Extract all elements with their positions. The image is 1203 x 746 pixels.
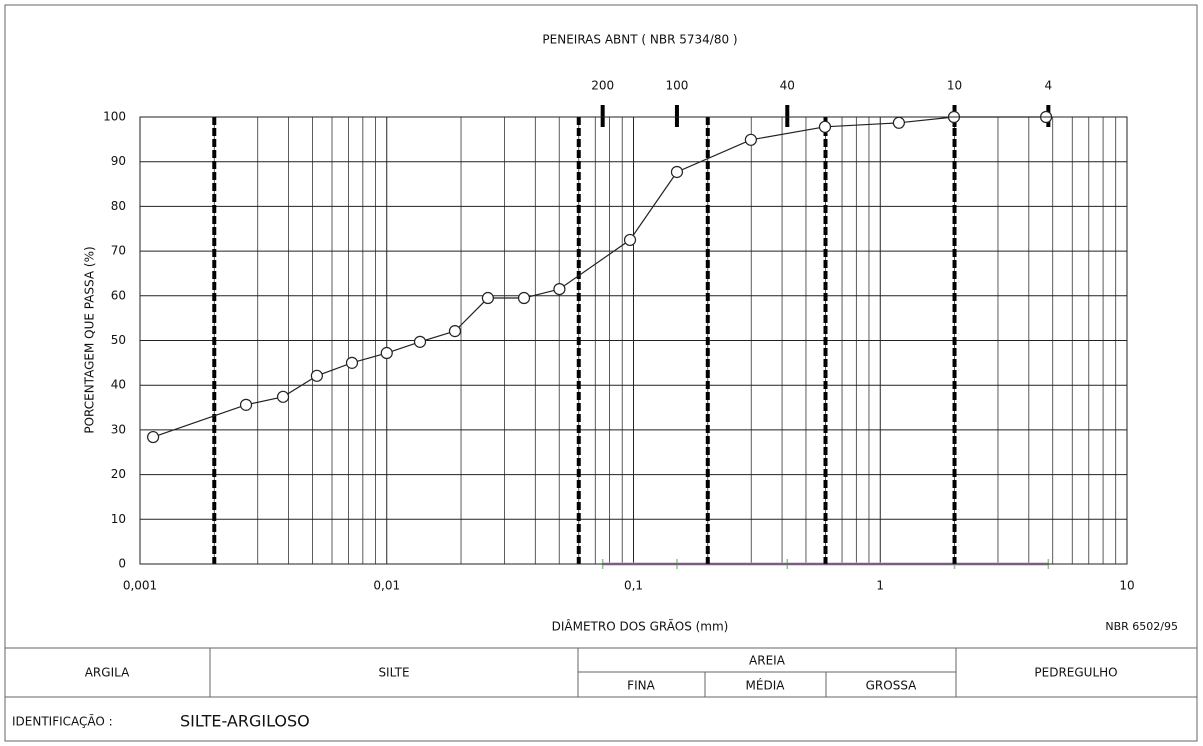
norm-label: NBR 6502/95 bbox=[1105, 620, 1178, 633]
curve bbox=[152, 116, 1047, 438]
sand-medium-cell: MÉDIA bbox=[746, 678, 786, 693]
data-point bbox=[345, 356, 359, 369]
y-tick-label: 60 bbox=[111, 288, 126, 302]
data-point bbox=[818, 120, 832, 133]
sand-fine-cell: FINA bbox=[627, 679, 655, 693]
data-point bbox=[744, 133, 757, 146]
y-tick-label: 90 bbox=[111, 154, 126, 168]
data-point bbox=[413, 335, 427, 348]
data-point bbox=[670, 165, 684, 179]
data-point bbox=[310, 369, 323, 382]
x-tick-label: 0,01 bbox=[373, 579, 400, 593]
sieve-label: 40 bbox=[780, 79, 795, 93]
frame bbox=[4, 4, 1198, 742]
data-point bbox=[146, 430, 160, 444]
gravel-cell: PEDREGULHO bbox=[1034, 666, 1117, 680]
x-tick-label: 0,1 bbox=[624, 579, 643, 593]
sieve-label: 200 bbox=[591, 79, 614, 93]
y-axis-label: PORCENTAGEM QUE PASSA (%) bbox=[83, 246, 97, 433]
x-tick-label: 0,001 bbox=[123, 579, 157, 593]
sand-coarse-cell: GROSSA bbox=[866, 679, 918, 693]
y-tick-label: 80 bbox=[111, 199, 126, 213]
data-point bbox=[239, 398, 253, 411]
sieve-label: 100 bbox=[665, 79, 688, 93]
x-axis-label: DIÂMETRO DOS GRÃOS (mm) bbox=[552, 619, 729, 634]
data-point bbox=[380, 346, 393, 360]
data-point bbox=[481, 291, 495, 305]
x-tick-label: 1 bbox=[876, 579, 884, 593]
y-tick-label: 20 bbox=[111, 467, 126, 481]
sieve-label: 4 bbox=[1045, 79, 1053, 93]
y-tick-label: 100 bbox=[103, 110, 126, 124]
data-point bbox=[448, 325, 462, 338]
sieve-label: 10 bbox=[947, 79, 962, 93]
y-tick-label: 40 bbox=[111, 378, 126, 392]
clay-cell: ARGILA bbox=[85, 666, 130, 680]
y-tick-label: 10 bbox=[111, 512, 126, 526]
data-point bbox=[276, 390, 290, 403]
identification-label: IDENTIFICAÇÃO : bbox=[12, 714, 113, 729]
data-point bbox=[892, 116, 905, 129]
y-tick-label: 30 bbox=[111, 422, 126, 436]
plot-frame bbox=[139, 116, 1128, 565]
sand-cell: AREIA bbox=[749, 654, 786, 668]
y-tick-label: 70 bbox=[111, 244, 126, 258]
data-point bbox=[623, 233, 637, 247]
chart-title: PENEIRAS ABNT ( NBR 5734/80 ) bbox=[542, 33, 737, 47]
data-point bbox=[517, 291, 531, 305]
data-point bbox=[553, 282, 566, 296]
identification-value: SILTE-ARGILOSO bbox=[180, 712, 310, 731]
y-tick-label: 50 bbox=[111, 333, 126, 347]
silt-cell: SILTE bbox=[378, 666, 409, 680]
y-tick-label: 0 bbox=[118, 557, 126, 571]
x-tick-label: 10 bbox=[1119, 579, 1134, 593]
